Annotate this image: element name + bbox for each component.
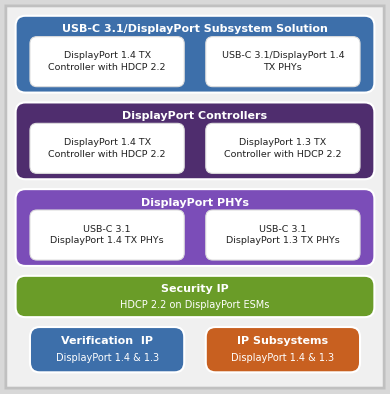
Text: DisplayPort Controllers: DisplayPort Controllers: [122, 111, 268, 121]
FancyBboxPatch shape: [30, 37, 184, 87]
FancyBboxPatch shape: [206, 37, 360, 87]
Text: DisplayPort 1.4 TX
Controller with HDCP 2.2: DisplayPort 1.4 TX Controller with HDCP …: [48, 138, 166, 159]
Text: DisplayPort 1.4 & 1.3: DisplayPort 1.4 & 1.3: [231, 353, 335, 363]
Text: Security IP: Security IP: [161, 284, 229, 294]
Text: HDCP 2.2 on DisplayPort ESMs: HDCP 2.2 on DisplayPort ESMs: [120, 300, 270, 310]
FancyBboxPatch shape: [206, 327, 360, 372]
FancyBboxPatch shape: [16, 276, 374, 317]
Text: USB-C 3.1/DisplayPort 1.4
TX PHYs: USB-C 3.1/DisplayPort 1.4 TX PHYs: [222, 51, 344, 72]
Text: Verification  IP: Verification IP: [61, 336, 153, 346]
Text: IP Subsystems: IP Subsystems: [238, 336, 328, 346]
Text: DisplayPort 1.4 & 1.3: DisplayPort 1.4 & 1.3: [55, 353, 159, 363]
FancyBboxPatch shape: [16, 189, 374, 266]
FancyBboxPatch shape: [16, 102, 374, 179]
FancyBboxPatch shape: [30, 210, 184, 260]
FancyBboxPatch shape: [30, 327, 184, 372]
Text: DisplayPort 1.3 TX
Controller with HDCP 2.2: DisplayPort 1.3 TX Controller with HDCP …: [224, 138, 342, 159]
FancyBboxPatch shape: [206, 210, 360, 260]
Text: USB-C 3.1
DisplayPort 1.4 TX PHYs: USB-C 3.1 DisplayPort 1.4 TX PHYs: [50, 225, 164, 245]
FancyBboxPatch shape: [206, 123, 360, 173]
Text: DisplayPort PHYs: DisplayPort PHYs: [141, 198, 249, 208]
FancyBboxPatch shape: [6, 6, 384, 388]
FancyBboxPatch shape: [30, 123, 184, 173]
Text: USB-C 3.1
DisplayPort 1.3 TX PHYs: USB-C 3.1 DisplayPort 1.3 TX PHYs: [226, 225, 340, 245]
Text: DisplayPort 1.4 TX
Controller with HDCP 2.2: DisplayPort 1.4 TX Controller with HDCP …: [48, 51, 166, 72]
Text: USB-C 3.1/DisplayPort Subsystem Solution: USB-C 3.1/DisplayPort Subsystem Solution: [62, 24, 328, 34]
FancyBboxPatch shape: [16, 16, 374, 93]
